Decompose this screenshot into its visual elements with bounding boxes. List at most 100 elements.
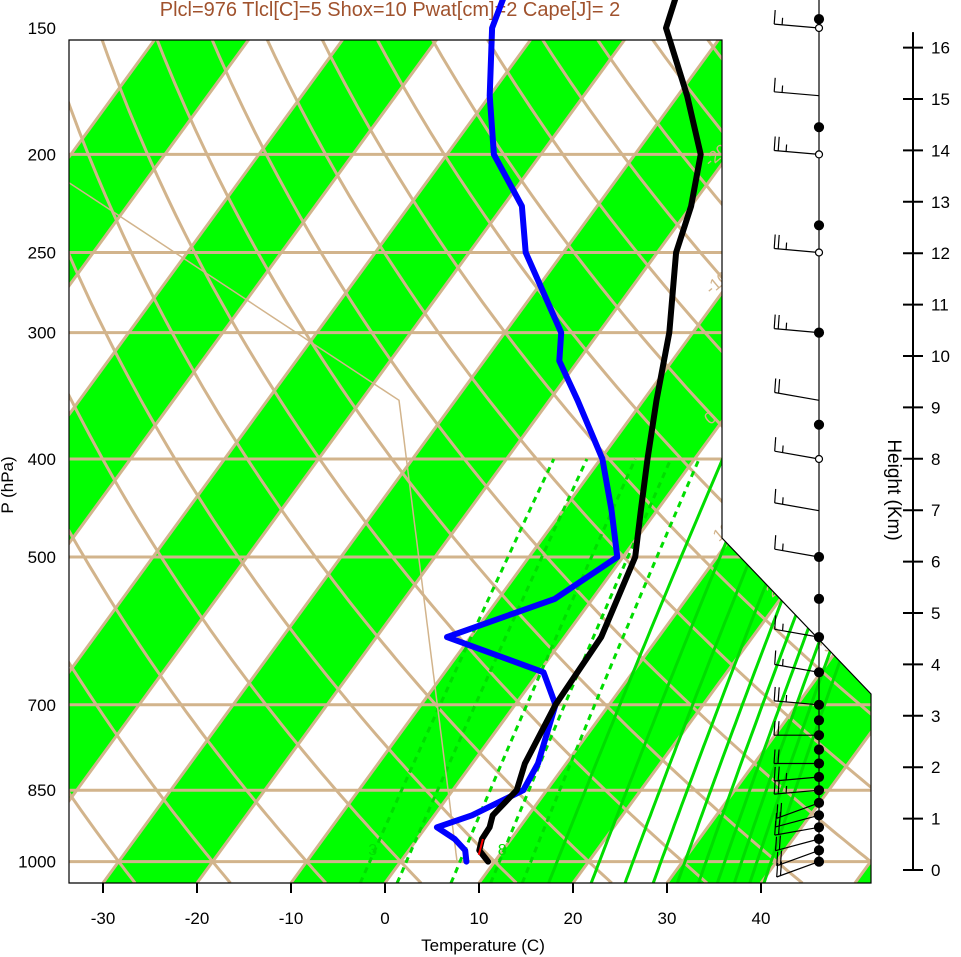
isotherm-line [949,0,961,883]
x-tick-label: -10 [279,909,304,928]
height-marker [813,14,825,25]
wind-barb-half-flag [782,543,784,551]
height-tick-label: 12 [931,244,950,263]
pressure-tick-label: 300 [28,324,56,343]
wind-barb [774,378,820,401]
x-tick-label: -30 [91,909,116,928]
wind-barb [774,835,820,852]
height-tick-label: 15 [931,90,950,109]
wind-barb-flag [776,804,779,819]
pressure-tick-label: 400 [28,450,56,469]
temperature-line [476,0,704,865]
mixing-ratio-label: 3 [368,842,377,859]
x-axis-label: Temperature (C) [421,936,545,955]
height-marker-open [814,454,824,464]
wind-barb-flag [773,780,776,795]
wind-barb-flag [777,749,780,764]
height-marker [813,797,825,809]
height-marker [813,856,825,867]
isotherm-line [289,40,871,883]
wind-barb [773,686,820,706]
height-marker [813,822,825,833]
mixing-ratio-line [715,153,871,883]
wind-barb-half-flag [782,497,784,505]
wind-barb-shaft [774,391,820,401]
wind-barb [773,136,820,155]
mixing-ratio-label: 8 [498,842,507,859]
isotherm-band [69,40,609,883]
wind-barb-flag [779,850,783,865]
pressure-tick-label: 850 [28,781,56,800]
dewpoint-line [433,0,621,865]
height-tick-label: 6 [931,553,940,572]
wind-barb-flag [774,535,777,550]
height-tick-label: 3 [931,707,940,726]
height-tick-label: 8 [931,450,940,469]
wind-barb [773,749,819,765]
wind-barb [776,849,820,867]
wind-barb-half-flag [781,85,784,93]
wind-barb [774,615,820,638]
wind-barb-flag [774,615,777,630]
wind-barb-shaft [774,700,820,706]
height-marker [813,220,825,231]
height-tick-label: 0 [931,861,940,880]
height-marker-open [814,248,824,257]
wind-barb [773,10,820,29]
wind-barb-flag [773,77,776,92]
height-marker [813,699,825,710]
wind-barb-flag [778,835,781,850]
wind-barb [774,650,820,673]
height-tick-label: 16 [931,39,950,58]
x-tick-label: 30 [658,909,677,928]
isotherm-line [477,40,871,883]
wind-barb [776,802,820,819]
isotherm-band [69,40,421,883]
pressure-tick-label: 250 [28,244,56,263]
pressure-tick-label: 200 [28,145,56,164]
y-axis-label: P (hPa) [0,456,17,513]
isotherm-line [0,0,45,883]
wind-barb-flag [773,766,776,782]
height-marker [813,810,825,821]
height-marker [813,771,825,783]
x-tick-label: 10 [470,909,489,928]
height-marker [813,730,825,741]
height-tick-label: 4 [931,655,940,674]
wind-barb-shaft [775,814,820,828]
wind-barb-half-flag [785,242,788,250]
wind-barb-flag [777,234,780,249]
wind-barb-shaft [774,548,820,558]
height-marker [813,785,825,796]
wind-barb-flag [773,234,776,249]
mixing-ratio-label: 16 [856,203,874,220]
wind-barb-half-flag [782,658,784,666]
parcel-segment [477,838,484,856]
height-marker [813,845,825,856]
isotherm-line [101,40,871,883]
isotherm-line [69,40,799,883]
wind-barb-flag [776,851,779,866]
dry-adiabat-line [69,40,518,883]
wind-barb-shaft [775,838,820,852]
wind-barb-flag [778,379,781,394]
dry-adiabat-line [69,40,232,883]
mixing-ratio-line [358,458,556,883]
height-marker [813,715,825,726]
wind-barb [774,535,820,558]
pressure-tick-label: 500 [28,548,56,567]
wind-barb-flag [774,650,777,665]
height-tick-label: 10 [931,347,950,366]
x-tick-label: -20 [185,909,210,928]
plot-frame [68,39,872,884]
isotherm-line [195,40,871,883]
chart-title: Plcl=976 Tlcl[C]=5 Shox=10 Pwat[cm]=2 Ca… [160,0,620,21]
isotherm-band [0,0,45,883]
wind-barb-shaft [774,450,820,460]
mixing-ratio-line [489,458,673,883]
mixing-ratio-line [520,458,701,883]
height-marker [813,593,825,605]
pressure-tick-label: 1000 [18,853,56,872]
mixing-ratio-line [732,153,871,883]
wind-barb-half-flag [782,445,784,453]
